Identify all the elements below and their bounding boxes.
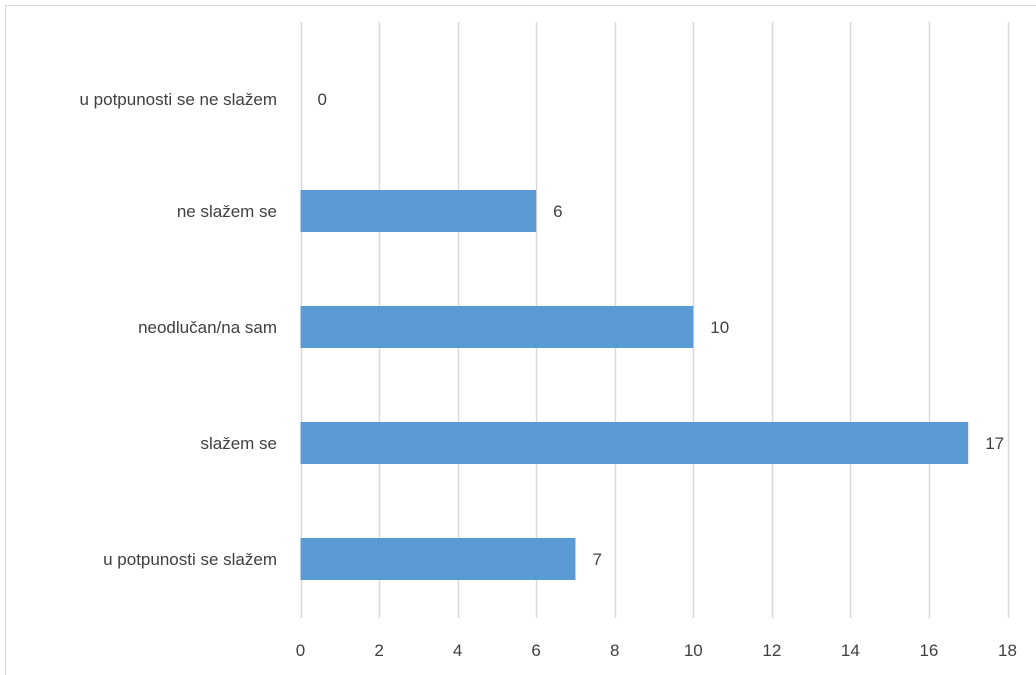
data-labels: 0 6 10 17 7 — [318, 90, 1005, 569]
x-tick-label-9: 18 — [998, 641, 1017, 660]
bar-4 — [300, 538, 576, 580]
data-label-2: 10 — [710, 318, 729, 337]
category-label-2: neodlučan/na sam — [138, 318, 277, 337]
x-tick-label-4: 8 — [610, 641, 619, 660]
bar-3 — [300, 422, 969, 464]
x-tick-label-2: 4 — [453, 641, 462, 660]
category-label-1: ne slažem se — [177, 202, 277, 221]
data-label-4: 7 — [592, 550, 601, 569]
category-label-3: slažem se — [200, 434, 277, 453]
data-label-0: 0 — [318, 90, 327, 109]
bars — [300, 190, 969, 580]
data-label-3: 17 — [985, 434, 1004, 453]
data-label-1: 6 — [553, 202, 562, 221]
x-axis-tick-labels: 0 2 4 6 8 10 12 14 16 18 — [296, 641, 1017, 660]
x-tick-label-1: 2 — [374, 641, 383, 660]
category-labels: u potpunosti se ne slažem ne slažem se neo… — [79, 90, 277, 569]
x-tick-label-3: 6 — [531, 641, 540, 660]
x-tick-label-5: 10 — [684, 641, 703, 660]
bar-1 — [300, 190, 537, 232]
category-label-4: u potpunosti se slažem — [103, 550, 277, 569]
category-label-0: u potpunosti se ne slažem — [79, 90, 277, 109]
x-tick-label-0: 0 — [296, 641, 305, 660]
bar-2 — [300, 306, 694, 348]
x-tick-label-8: 16 — [919, 641, 938, 660]
x-tick-label-7: 14 — [841, 641, 860, 660]
x-tick-label-6: 12 — [762, 641, 781, 660]
